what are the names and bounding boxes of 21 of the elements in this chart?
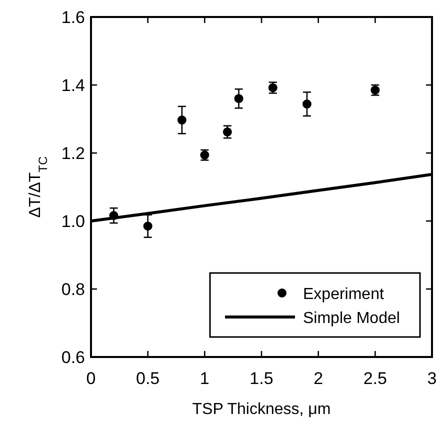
y-tick-label: 0.6 [61, 348, 85, 367]
x-tick-label: 1 [200, 369, 210, 388]
y-tick-label: 1.0 [61, 212, 85, 231]
y-tick-label: 1.2 [61, 144, 85, 163]
x-tick-label: 0.5 [136, 369, 160, 388]
x-tick-label: 2.5 [363, 369, 387, 388]
x-tick-label: 1.5 [250, 369, 274, 388]
x-tick-label: 2 [314, 369, 324, 388]
x-axis-title: TSP Thickness, μm [192, 401, 331, 418]
point [143, 222, 152, 231]
x-tick-label: 3 [427, 369, 437, 388]
legend-label: Simple Model [303, 310, 400, 327]
point [222, 127, 232, 136]
x-tick-label: 0 [86, 369, 96, 388]
point [234, 94, 244, 104]
y-tick-label: 1.4 [61, 76, 85, 95]
legend-label: Experiment [303, 286, 384, 303]
y-tick-label: 1.6 [61, 8, 85, 27]
point [177, 116, 186, 125]
point [302, 100, 312, 109]
y-tick-label: 0.8 [61, 280, 85, 299]
